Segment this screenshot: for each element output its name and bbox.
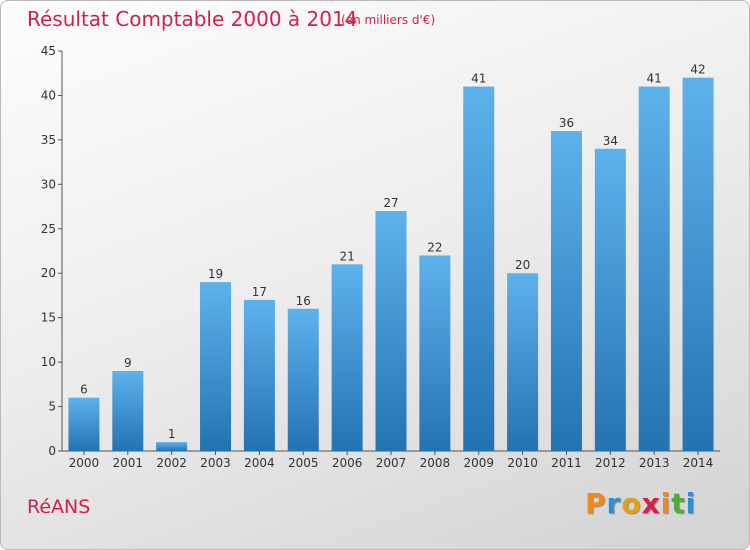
y-tick-label: 5 — [48, 400, 56, 414]
y-tick-label: 10 — [41, 355, 56, 369]
bar — [68, 397, 100, 451]
data-label: 34 — [603, 134, 618, 148]
bar — [156, 442, 188, 451]
x-tick-label: 2008 — [420, 456, 451, 470]
data-label: 6 — [80, 383, 88, 397]
bar — [419, 255, 451, 451]
data-label: 27 — [383, 196, 398, 210]
x-tick-label: 2002 — [156, 456, 187, 470]
data-label: 16 — [296, 294, 311, 308]
data-label: 9 — [124, 356, 132, 370]
data-label: 1 — [168, 427, 176, 441]
y-tick-label: 15 — [41, 311, 56, 325]
bar — [507, 273, 539, 451]
bar — [638, 86, 670, 452]
x-tick-label: 2005 — [288, 456, 319, 470]
bar — [243, 299, 275, 451]
logo-letter: P — [585, 487, 607, 520]
x-tick-label: 2000 — [69, 456, 100, 470]
logo-letter: o — [621, 487, 642, 520]
data-label: 19 — [208, 267, 223, 281]
bar — [594, 148, 626, 451]
y-tick-label: 20 — [41, 266, 56, 280]
place-name: RéANS — [27, 496, 91, 518]
data-label: 42 — [690, 63, 705, 77]
data-label: 22 — [427, 240, 442, 254]
y-tick-label: 0 — [48, 444, 56, 458]
x-tick-label: 2001 — [113, 456, 144, 470]
y-tick-label: 35 — [41, 133, 56, 147]
data-label: 21 — [339, 249, 354, 263]
x-tick-label: 2014 — [683, 456, 714, 470]
x-tick-label: 2007 — [376, 456, 407, 470]
x-tick-label: 2011 — [551, 456, 582, 470]
data-label: 41 — [647, 72, 662, 86]
data-label: 17 — [252, 285, 267, 299]
bar — [331, 264, 363, 451]
data-label: 20 — [515, 258, 530, 272]
logo-letter: x — [641, 487, 661, 520]
data-label: 36 — [559, 116, 574, 130]
x-tick-label: 2004 — [244, 456, 275, 470]
chart-subtitle: (en milliers d'€) — [341, 13, 436, 27]
logo-letter: i — [660, 487, 672, 520]
x-tick-label: 2010 — [507, 456, 538, 470]
bar — [463, 86, 495, 452]
x-tick-label: 2009 — [463, 456, 494, 470]
data-label: 41 — [471, 72, 486, 86]
y-tick-label: 30 — [41, 177, 56, 191]
bar — [112, 371, 144, 451]
x-tick-label: 2012 — [595, 456, 626, 470]
logo-letter: r — [606, 487, 622, 520]
x-tick-label: 2003 — [200, 456, 231, 470]
proxiti-logo[interactable]: Proxiti — [585, 487, 696, 520]
bar — [550, 131, 582, 451]
x-tick-label: 2013 — [639, 456, 670, 470]
chart-title: Résultat Comptable 2000 à 2014 — [27, 7, 358, 31]
logo-letter: i — [685, 487, 697, 520]
y-tick-label: 25 — [41, 222, 56, 236]
bar — [682, 77, 714, 452]
y-tick-label: 45 — [41, 44, 56, 58]
bar — [287, 308, 319, 451]
bar — [200, 282, 232, 451]
logo-letter: t — [671, 487, 686, 520]
y-tick-label: 40 — [41, 88, 56, 102]
bar — [375, 211, 407, 451]
x-tick-label: 2006 — [332, 456, 363, 470]
